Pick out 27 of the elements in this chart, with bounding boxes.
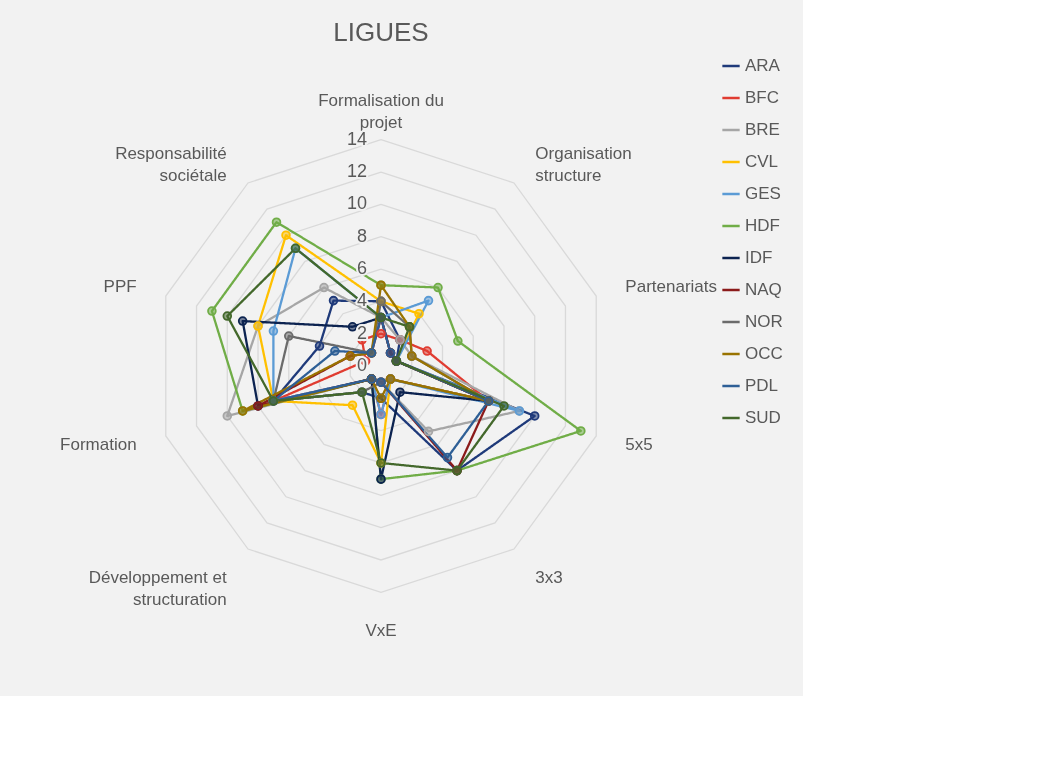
spoke-label: Responsabilité sociétale (115, 143, 227, 185)
legend-label: SUD (745, 408, 781, 427)
spoke-label: Formation (60, 435, 137, 455)
y-tick-label: 6 (356, 258, 367, 279)
y-tick-label: 12 (346, 161, 367, 182)
spoke-label: Formalisation du projet (318, 91, 444, 133)
legend-label: HDF (745, 216, 780, 235)
spoke-label: Organisation structure (535, 143, 632, 185)
legend-label: NAQ (745, 280, 782, 299)
y-tick-label: 10 (346, 193, 367, 214)
legend-label: ARA (745, 56, 781, 75)
chart-title: LIGUES (333, 17, 429, 47)
legend-label: BRE (745, 120, 780, 139)
y-tick-label: 8 (356, 225, 367, 246)
spoke-label: 5x5 (625, 435, 653, 455)
spoke-label: PPF (103, 276, 137, 296)
legend-label: IDF (745, 248, 773, 267)
spoke-label: Partenariats (625, 276, 718, 296)
legend-label: PDL (745, 376, 779, 395)
legend-label: BFC (745, 88, 779, 107)
legend-label: CVL (745, 152, 779, 171)
spoke-label: Développement et structuration (88, 568, 227, 610)
legend-label: NOR (745, 312, 783, 331)
spoke-label: VxE (365, 620, 397, 640)
legend-label: OCC (745, 344, 783, 363)
legend-label: GES (745, 184, 781, 203)
spoke-label: 3x3 (535, 568, 563, 588)
